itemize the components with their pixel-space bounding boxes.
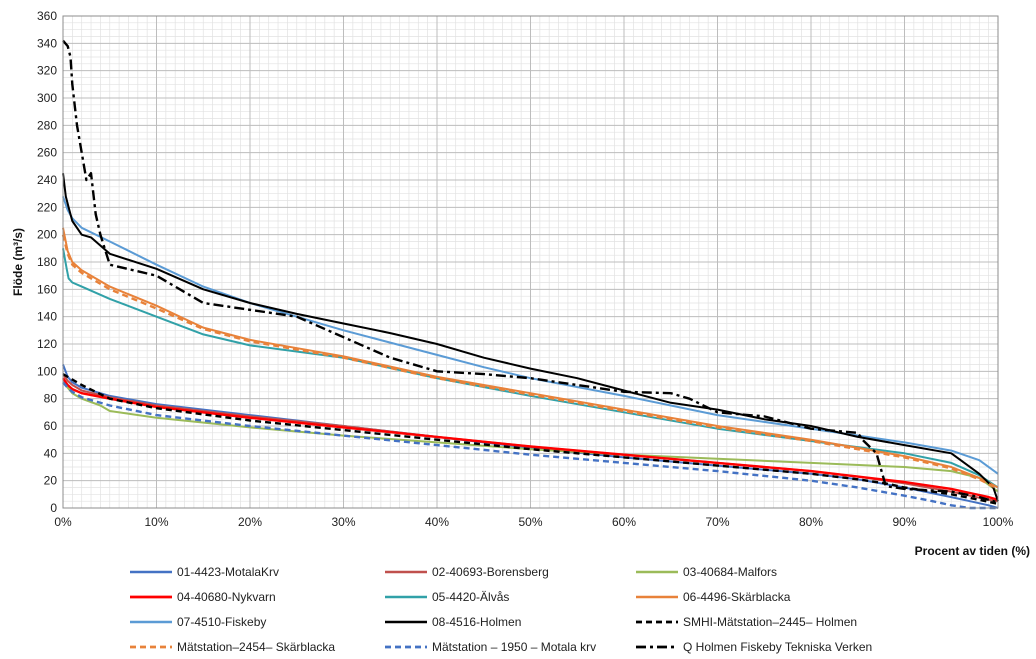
series-line: [62, 196, 999, 475]
y-tick-label: 20: [44, 474, 58, 488]
legend-label: 06-4496-Skärblacka: [683, 590, 791, 604]
legend-label: 08-4516-Holmen: [432, 615, 521, 629]
y-tick-label: 0: [50, 501, 57, 515]
legend-label: Mätstation–2454– Skärblacka: [177, 640, 335, 654]
series-line: [62, 377, 999, 501]
legend-label: 05-4420-Älvås: [432, 590, 509, 604]
legend-label: 01-4423-MotalaKrv: [177, 565, 279, 579]
axes: 0 20 40 60 80 100 120 140 160 180 200 220 240 260 280 3…: [37, 9, 1014, 529]
series-line: [61, 234, 999, 490]
y-tick-label: 180: [37, 255, 57, 269]
x-tick-label: 50%: [518, 515, 542, 529]
y-tick-label: 160: [37, 282, 57, 296]
series-line: [62, 381, 999, 493]
y-tick-label: 220: [37, 200, 57, 214]
x-axis-title: Procent av tiden (%): [915, 544, 1030, 558]
y-tick-label: 60: [44, 419, 58, 433]
y-tick-label: 240: [37, 173, 57, 187]
y-tick-label: 320: [37, 64, 57, 78]
y-tick-label: 140: [37, 310, 57, 324]
x-tick-label: 10%: [144, 515, 168, 529]
y-tick-label: 260: [37, 146, 57, 160]
series-line: [62, 381, 998, 510]
y-tick-label: 40: [44, 446, 58, 460]
grid: [62, 15, 999, 509]
x-tick-label: 0%: [54, 515, 72, 529]
series-line: [62, 39, 999, 504]
y-tick-label: 80: [44, 392, 58, 406]
x-tick-label: 60%: [612, 515, 636, 529]
x-tick-label: 90%: [892, 515, 916, 529]
legend-label: Q Holmen Fiskeby Tekniska Verken: [683, 640, 872, 654]
x-tick-label: 100%: [983, 515, 1014, 529]
series-line: [62, 173, 999, 502]
series-line: [62, 373, 999, 506]
x-tick-label: 80%: [799, 515, 823, 529]
legend-label: 02-40693-Borensberg: [432, 565, 549, 579]
x-tick-label: 30%: [331, 515, 355, 529]
y-tick-label: 300: [37, 91, 57, 105]
x-tick-label: 70%: [705, 515, 729, 529]
legend-label: 07-4510-Fiskeby: [177, 615, 266, 629]
x-tick-label: 40%: [425, 515, 449, 529]
y-tick-label: 200: [37, 228, 57, 242]
y-axis-title: Flöde (m³/s): [11, 228, 25, 296]
y-tick-label: 100: [37, 364, 57, 378]
plot-frame: [62, 15, 999, 509]
legend: 01-4423-MotalaKrv 02-40693-Borensberg 03-4…: [130, 565, 872, 654]
y-tick-label: 360: [37, 9, 57, 23]
legend-label: 04-40680-Nykvarn: [177, 590, 276, 604]
series-line: [62, 227, 999, 489]
series-lines: [61, 39, 999, 510]
x-tick-label: 20%: [238, 515, 262, 529]
legend-label: Mätstation – 1950 – Motala krv: [432, 640, 596, 654]
y-tick-label: 280: [37, 118, 57, 132]
y-tick-label: 340: [37, 36, 57, 50]
series-line: [62, 364, 999, 509]
legend-label: SMHI-Mätstation–2445– Holmen: [683, 615, 857, 629]
y-tick-label: 120: [37, 337, 57, 351]
legend-label: 03-40684-Malfors: [683, 565, 777, 579]
